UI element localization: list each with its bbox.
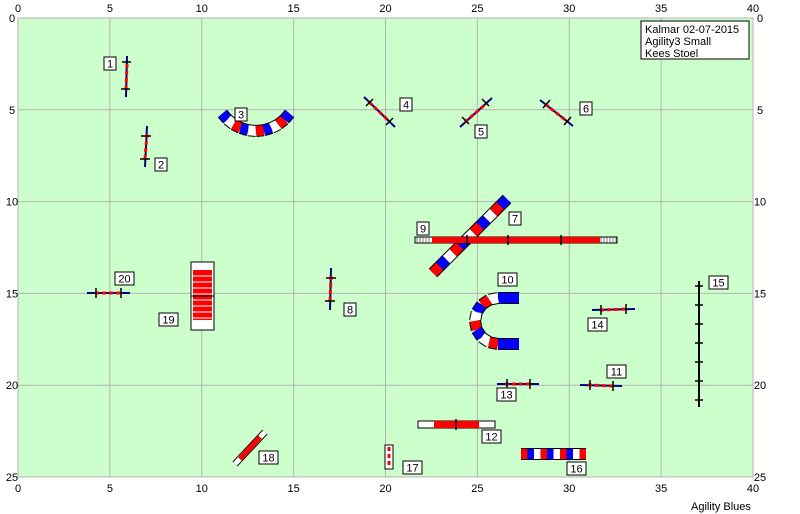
svg-text:16: 16	[570, 464, 582, 476]
x-tick-bottom: 0	[15, 483, 21, 495]
y-tick-right: 5	[757, 105, 763, 117]
label-7: 7	[508, 211, 522, 226]
obstacle-18-tire	[232, 429, 268, 467]
label-1: 1	[103, 56, 117, 71]
legend-line-3: Kees Stoel	[645, 48, 698, 60]
y-tick-right: 25	[754, 472, 766, 484]
obstacle-3-tunnel	[217, 109, 295, 137]
obstacle-8-jump	[325, 267, 336, 311]
label-15: 15	[708, 275, 729, 290]
obstacle-13-jump	[497, 379, 539, 389]
x-tick-bottom: 25	[471, 483, 483, 495]
x-tick-top: 15	[288, 3, 300, 15]
label-13: 13	[496, 387, 517, 402]
y-tick-right: 20	[754, 380, 766, 392]
x-tick-bottom: 15	[288, 483, 300, 495]
label-11: 11	[606, 364, 627, 379]
svg-text:15: 15	[712, 278, 724, 290]
obstacle-9-dogwalk	[414, 235, 618, 245]
x-tick-bottom: 40	[747, 483, 759, 495]
legend-box: Kalmar 02-07-2015 Agility3 Small Kees St…	[640, 20, 750, 60]
label-16: 16	[566, 461, 587, 476]
label-19: 19	[158, 312, 179, 327]
x-tick-bottom: 30	[563, 483, 575, 495]
obstacle-10-tunnel	[469, 292, 519, 350]
y-tick-left: 25	[6, 472, 18, 484]
obstacle-4-jump	[363, 96, 396, 128]
y-tick-right: 15	[754, 288, 766, 300]
svg-text:6: 6	[583, 104, 589, 116]
y-tick-left: 0	[9, 13, 15, 25]
svg-text:2: 2	[158, 160, 164, 172]
x-tick-top: 10	[196, 3, 208, 15]
svg-text:1: 1	[107, 59, 113, 71]
svg-text:18: 18	[262, 453, 274, 465]
x-tick-top: 20	[379, 3, 391, 15]
svg-text:9: 9	[420, 224, 426, 236]
x-tick-top: 5	[107, 3, 113, 15]
svg-text:10: 10	[501, 275, 513, 287]
svg-text:4: 4	[403, 100, 409, 112]
y-tick-right: 0	[757, 13, 763, 25]
x-tick-bottom: 20	[379, 483, 391, 495]
x-tick-top: 25	[471, 3, 483, 15]
svg-text:13: 13	[500, 390, 512, 402]
label-2: 2	[154, 157, 168, 172]
svg-text:8: 8	[347, 305, 353, 317]
label-5: 5	[474, 124, 488, 139]
svg-text:3: 3	[238, 110, 244, 122]
obstacle-20-jump	[87, 288, 130, 298]
label-10: 10	[497, 272, 518, 287]
obstacle-15-weave	[695, 281, 703, 407]
label-18: 18	[258, 450, 279, 465]
label-14: 14	[587, 317, 608, 332]
svg-text:14: 14	[591, 320, 603, 332]
x-tick-top: 0	[15, 3, 21, 15]
obstacle-19-a-frame	[190, 261, 215, 331]
obstacle-2-jump	[140, 125, 151, 168]
x-tick-bottom: 35	[655, 483, 667, 495]
label-17: 17	[402, 460, 423, 475]
y-tick-left: 5	[9, 105, 15, 117]
svg-text:12: 12	[485, 432, 497, 444]
legend-line-1: Kalmar 02-07-2015	[645, 24, 739, 36]
obstacle-12-seesaw	[417, 419, 496, 430]
obstacle-5-jump	[459, 97, 493, 128]
label-6: 6	[579, 101, 593, 116]
x-tick-bottom: 5	[107, 483, 113, 495]
obstacle-17-jump	[384, 444, 394, 470]
svg-text:7: 7	[512, 214, 518, 226]
label-8: 8	[343, 302, 357, 317]
footer-brand: Agility Blues	[691, 501, 751, 513]
y-tick-left: 10	[6, 197, 18, 209]
svg-text:20: 20	[118, 274, 130, 286]
svg-text:17: 17	[406, 463, 418, 475]
legend-line-2: Agility3 Small	[645, 36, 711, 48]
label-9: 9	[416, 221, 430, 236]
obstacle-1-jump	[121, 55, 131, 98]
svg-text:19: 19	[162, 315, 174, 327]
label-12: 12	[481, 429, 502, 444]
x-tick-bottom: 10	[196, 483, 208, 495]
obstacle-14-jump	[591, 304, 636, 315]
y-tick-left: 15	[6, 288, 18, 300]
y-tick-left: 20	[6, 380, 18, 392]
label-3: 3	[234, 107, 248, 122]
obstacle-6-jump	[539, 99, 574, 127]
obstacle-11-jump	[579, 380, 623, 391]
svg-text:5: 5	[478, 127, 484, 139]
label-20: 20	[114, 271, 135, 286]
grid-lines	[17, 17, 754, 478]
x-tick-top: 35	[655, 3, 667, 15]
x-tick-top: 40	[747, 3, 759, 15]
x-tick-top: 30	[563, 3, 575, 15]
y-tick-right: 10	[754, 197, 766, 209]
svg-text:11: 11	[611, 367, 622, 379]
label-4: 4	[399, 97, 413, 112]
